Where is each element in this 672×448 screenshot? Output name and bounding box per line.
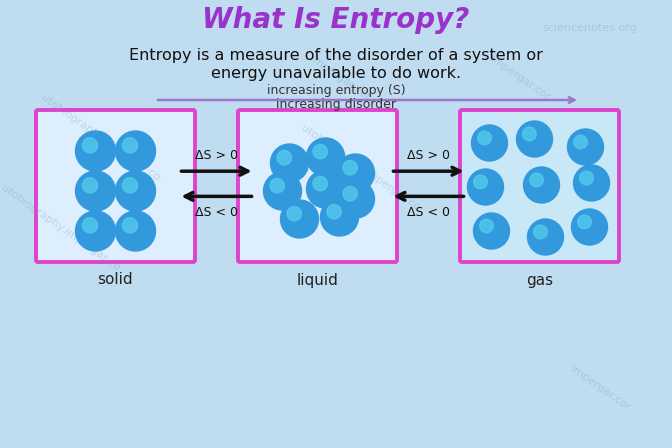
Circle shape xyxy=(116,171,155,211)
Circle shape xyxy=(478,131,491,145)
Circle shape xyxy=(327,204,341,219)
Circle shape xyxy=(82,218,97,233)
Circle shape xyxy=(472,125,507,161)
Text: Entropy is a measure of the disorder of a system or: Entropy is a measure of the disorder of … xyxy=(129,47,543,63)
Circle shape xyxy=(343,160,358,175)
Text: solid: solid xyxy=(97,272,133,288)
Circle shape xyxy=(263,172,302,210)
Circle shape xyxy=(474,175,487,189)
Text: gas: gas xyxy=(526,272,553,288)
Circle shape xyxy=(573,165,610,201)
Circle shape xyxy=(343,186,358,201)
Text: impergar.cor: impergar.cor xyxy=(308,54,372,103)
Circle shape xyxy=(578,215,591,229)
Text: utobiography.impergar.co: utobiography.impergar.co xyxy=(0,183,122,273)
Circle shape xyxy=(480,219,493,233)
Circle shape xyxy=(116,211,155,251)
Circle shape xyxy=(116,131,155,171)
Text: What Is Entropy?: What Is Entropy? xyxy=(202,6,470,34)
Circle shape xyxy=(122,138,138,153)
Circle shape xyxy=(321,198,358,236)
Circle shape xyxy=(82,138,97,153)
Circle shape xyxy=(306,170,345,208)
FancyBboxPatch shape xyxy=(36,110,195,262)
Circle shape xyxy=(277,151,292,165)
Text: ΔS > 0: ΔS > 0 xyxy=(407,149,450,162)
Text: ΔS > 0: ΔS > 0 xyxy=(195,149,238,162)
Text: increasing disorder: increasing disorder xyxy=(276,98,396,111)
Circle shape xyxy=(75,211,116,251)
Text: ΔS < 0: ΔS < 0 xyxy=(407,206,450,219)
Circle shape xyxy=(574,135,587,149)
Circle shape xyxy=(270,178,284,193)
Text: utobiography.impergar.co: utobiography.impergar.co xyxy=(298,123,421,213)
Circle shape xyxy=(313,177,327,191)
Text: energy unavailable to do work.: energy unavailable to do work. xyxy=(211,65,461,81)
Circle shape xyxy=(571,209,607,245)
Circle shape xyxy=(280,200,319,238)
Circle shape xyxy=(313,144,327,159)
Text: liquid: liquid xyxy=(296,272,339,288)
Circle shape xyxy=(567,129,603,165)
Circle shape xyxy=(75,171,116,211)
Circle shape xyxy=(306,138,345,176)
Text: impergar.cor: impergar.cor xyxy=(568,363,632,413)
FancyBboxPatch shape xyxy=(460,110,619,262)
Circle shape xyxy=(534,225,547,239)
Text: ΔS < 0: ΔS < 0 xyxy=(195,206,238,219)
Circle shape xyxy=(528,219,564,255)
Circle shape xyxy=(580,171,593,185)
Circle shape xyxy=(82,178,97,193)
Text: sciencenotes.org: sciencenotes.org xyxy=(542,23,637,33)
Text: increasing entropy (S): increasing entropy (S) xyxy=(267,83,405,96)
Circle shape xyxy=(523,127,536,141)
Circle shape xyxy=(122,178,138,193)
Circle shape xyxy=(530,173,543,187)
Circle shape xyxy=(474,213,509,249)
Circle shape xyxy=(75,131,116,171)
FancyBboxPatch shape xyxy=(238,110,397,262)
Circle shape xyxy=(468,169,503,205)
Circle shape xyxy=(122,218,138,233)
Circle shape xyxy=(287,207,302,221)
Circle shape xyxy=(271,144,308,182)
Circle shape xyxy=(337,180,374,218)
Text: impergar.cor: impergar.cor xyxy=(488,54,552,103)
Circle shape xyxy=(337,154,374,192)
Circle shape xyxy=(517,121,552,157)
Circle shape xyxy=(523,167,560,203)
Text: utobiography.impergar.co: utobiography.impergar.co xyxy=(38,93,161,183)
